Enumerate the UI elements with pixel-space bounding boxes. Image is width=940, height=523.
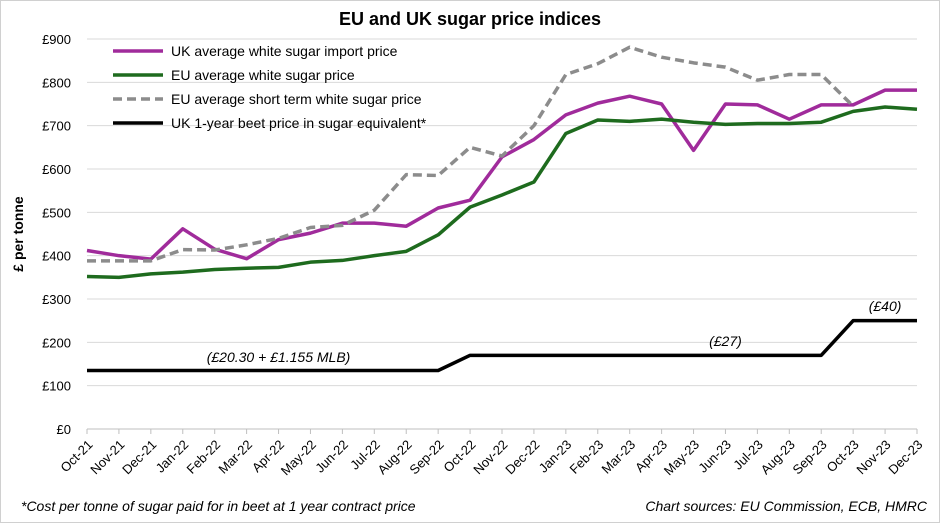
series-line-3 — [87, 318, 917, 373]
x-tick-label: Aug-22 — [375, 437, 415, 477]
x-tick-label: Dec-21 — [119, 437, 159, 477]
annotation: (£40) — [869, 298, 902, 314]
y-tick-label: £500 — [42, 205, 71, 220]
series-line-2 — [87, 45, 855, 263]
x-tick-label: Aug-23 — [758, 437, 798, 477]
chart-title: EU and UK sugar price indices — [339, 9, 601, 29]
y-tick-label: £200 — [42, 335, 71, 350]
footnote: *Cost per tonne of sugar paid for in bee… — [21, 498, 416, 514]
x-tick-label: May-22 — [278, 437, 319, 478]
x-tick-label: Nov-23 — [853, 437, 893, 477]
x-tick-label: Jun-22 — [312, 437, 351, 476]
x-tick-label: Feb-23 — [567, 437, 607, 477]
y-tick-label: £900 — [42, 32, 71, 47]
x-tick-label: Sep-23 — [790, 437, 830, 477]
y-tick-label: £100 — [42, 379, 71, 394]
x-tick-label: Sep-22 — [406, 437, 446, 477]
x-tick-label: Nov-22 — [470, 437, 510, 477]
y-tick-label: £600 — [42, 162, 71, 177]
legend-label: EU average short term white sugar price — [171, 91, 422, 107]
legend-label: UK 1-year beet price in sugar equivalent… — [171, 115, 427, 131]
annotation: (£27) — [709, 333, 742, 349]
x-tick-label: Jan-22 — [153, 437, 192, 476]
x-tick-label: Dec-23 — [885, 437, 925, 477]
annotation: (£20.30 + £1.155 MLB) — [207, 349, 351, 365]
legend-label: UK average white sugar import price — [171, 43, 398, 59]
x-tick-label: May-23 — [661, 437, 702, 478]
x-tick-label: Mar-22 — [215, 437, 255, 477]
chart-sources: Chart sources: EU Commission, ECB, HMRC — [645, 498, 928, 514]
x-tick-label: Jan-23 — [536, 437, 575, 476]
y-tick-label: £800 — [42, 75, 71, 90]
y-tick-label: £700 — [42, 119, 71, 134]
x-tick-label: Jun-23 — [695, 437, 734, 476]
x-tick-label: Nov-21 — [87, 437, 127, 477]
y-tick-label: £300 — [42, 292, 71, 307]
legend-label: EU average white sugar price — [171, 67, 355, 83]
x-tick-label: Mar-23 — [599, 437, 639, 477]
y-tick-label: £0 — [57, 422, 71, 437]
y-axis-label: £ per tonne — [10, 196, 26, 272]
x-tick-label: Feb-22 — [184, 437, 224, 477]
x-tick-label: Dec-22 — [502, 437, 542, 477]
y-tick-label: £400 — [42, 249, 71, 264]
series-line-1 — [86, 105, 918, 280]
